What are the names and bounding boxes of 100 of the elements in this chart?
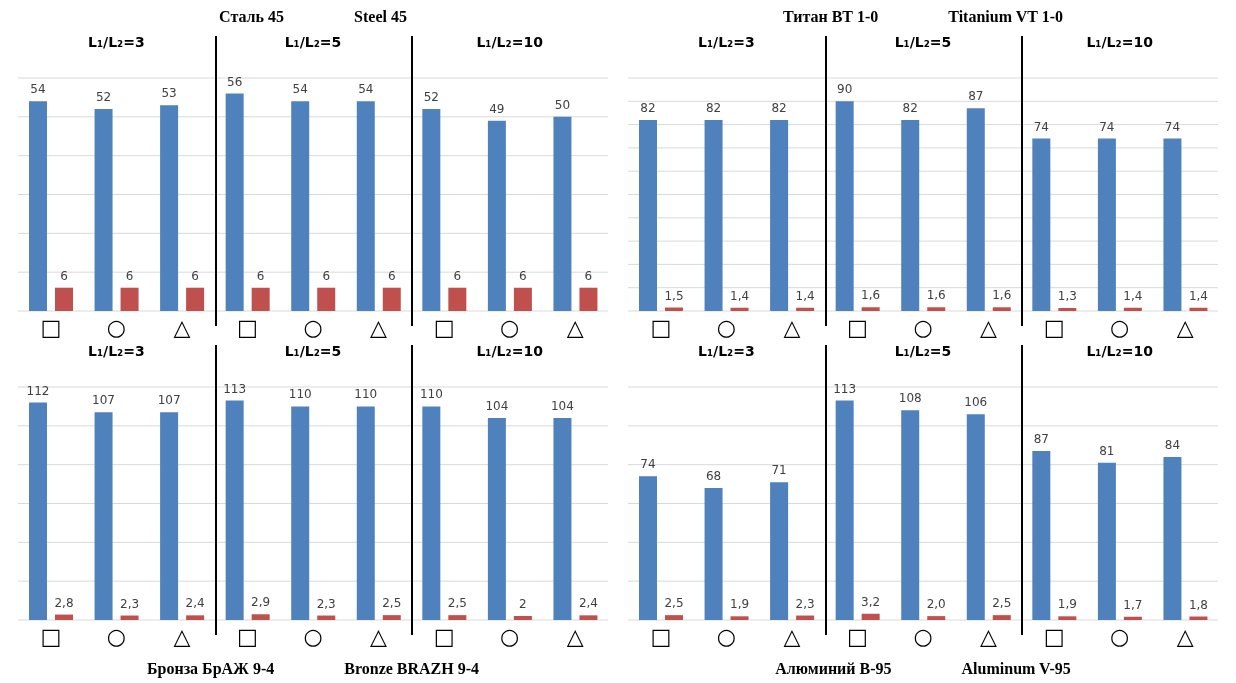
data-label: 84 (1164, 437, 1181, 452)
bar (579, 287, 598, 311)
data-label: 2,9 (251, 595, 271, 610)
text: Бронза БрАЖ 9-4 (146, 660, 275, 680)
data-label: 6 (387, 268, 396, 283)
data-label: 1,6 (992, 288, 1012, 303)
x-tick-label: ○ (1110, 623, 1130, 649)
x-tick-label: □ (847, 623, 868, 649)
text: L₁/L₂=3 (696, 34, 756, 50)
bar (770, 119, 789, 311)
data-label: 2,5 (992, 596, 1012, 611)
x-tick-label: ○ (303, 623, 323, 649)
bar (770, 482, 789, 620)
bar (356, 406, 375, 620)
data-label: 49 (489, 101, 505, 116)
bar (861, 307, 880, 311)
data-label: 1,3 (1057, 288, 1077, 303)
bar (356, 101, 375, 311)
bar (29, 101, 47, 311)
bar (704, 119, 723, 311)
x-tick-label: △ (370, 623, 388, 649)
bar (927, 307, 946, 311)
bar (291, 101, 310, 311)
data-label: 6 (453, 268, 462, 283)
bar (1058, 307, 1077, 311)
bar (665, 615, 683, 620)
bar (553, 116, 572, 311)
x-tick-label: ○ (1110, 314, 1130, 340)
text: L₁/L₂=5 (283, 343, 343, 359)
x-tick-label: □ (650, 623, 672, 649)
x-tick-label: □ (650, 314, 672, 340)
data-label: 2,4 (578, 596, 598, 611)
data-label: 113 (833, 381, 857, 396)
data-label: 6 (125, 268, 134, 283)
data-label: 74 (1033, 119, 1049, 134)
data-label: 54 (30, 82, 46, 97)
data-label: 53 (161, 86, 177, 101)
text: L₁/L₂=10 (1085, 34, 1154, 50)
bar (704, 487, 723, 620)
bar (639, 476, 657, 620)
data-label: 54 (292, 82, 308, 97)
x-tick-label: ○ (500, 314, 520, 340)
data-label: 6 (322, 268, 331, 283)
bar (251, 287, 270, 311)
data-label: 107 (92, 393, 116, 408)
data-label: 6 (519, 268, 527, 283)
bar (120, 615, 139, 620)
bar (382, 615, 401, 620)
bar (730, 307, 749, 311)
bar (94, 412, 113, 620)
data-label: 52 (423, 90, 439, 105)
bar (422, 109, 441, 311)
x-tick-label: △ (980, 314, 998, 340)
x-tick-label: □ (237, 623, 258, 649)
bar (553, 418, 572, 620)
bar (1123, 307, 1142, 311)
data-label: 108 (898, 391, 922, 406)
bar (901, 119, 920, 311)
data-label: 2,3 (795, 596, 815, 611)
x-tick-label: ○ (303, 314, 323, 340)
x-tick-label: □ (433, 623, 455, 649)
bar (992, 307, 1011, 311)
x-tick-label: ○ (913, 314, 933, 340)
data-label: 71 (771, 463, 787, 478)
data-label: 50 (554, 97, 571, 112)
data-label: 1,4 (1188, 288, 1208, 303)
bar (55, 287, 73, 311)
x-tick-label: ○ (716, 314, 736, 340)
bar (422, 406, 441, 620)
data-label: 74 (640, 457, 656, 472)
data-label: 2,5 (664, 596, 684, 611)
bar (639, 119, 657, 311)
bar (251, 614, 270, 620)
text: L₁/L₂=5 (283, 34, 343, 50)
x-tick-label: ○ (106, 623, 126, 649)
bar (448, 287, 467, 311)
x-tick-label: ○ (716, 623, 736, 649)
data-label: 1,4 (795, 288, 815, 303)
text: L₁/L₂=3 (696, 343, 756, 359)
bar (382, 287, 401, 311)
bar (160, 412, 179, 620)
bar (835, 400, 854, 620)
x-tick-label: △ (1176, 314, 1194, 340)
x-tick-label: △ (173, 314, 191, 340)
x-tick-label: △ (1176, 623, 1194, 649)
bar (448, 615, 467, 620)
text: Aluminum V-95 (961, 660, 1071, 679)
data-label: 6 (60, 268, 68, 283)
data-label: 52 (95, 90, 112, 105)
data-label: 6 (191, 268, 199, 283)
text: L₁/L₂=10 (1085, 343, 1154, 359)
text: L₁/L₂=3 (86, 343, 146, 359)
bar (1163, 138, 1182, 311)
data-label: 110 (288, 387, 312, 402)
data-label: 74 (1099, 119, 1115, 134)
bar (1058, 616, 1077, 620)
data-label: 82 (902, 100, 918, 115)
data-label: 1,8 (1188, 597, 1208, 612)
x-tick-label: △ (980, 623, 998, 649)
data-label: 6 (256, 268, 265, 283)
